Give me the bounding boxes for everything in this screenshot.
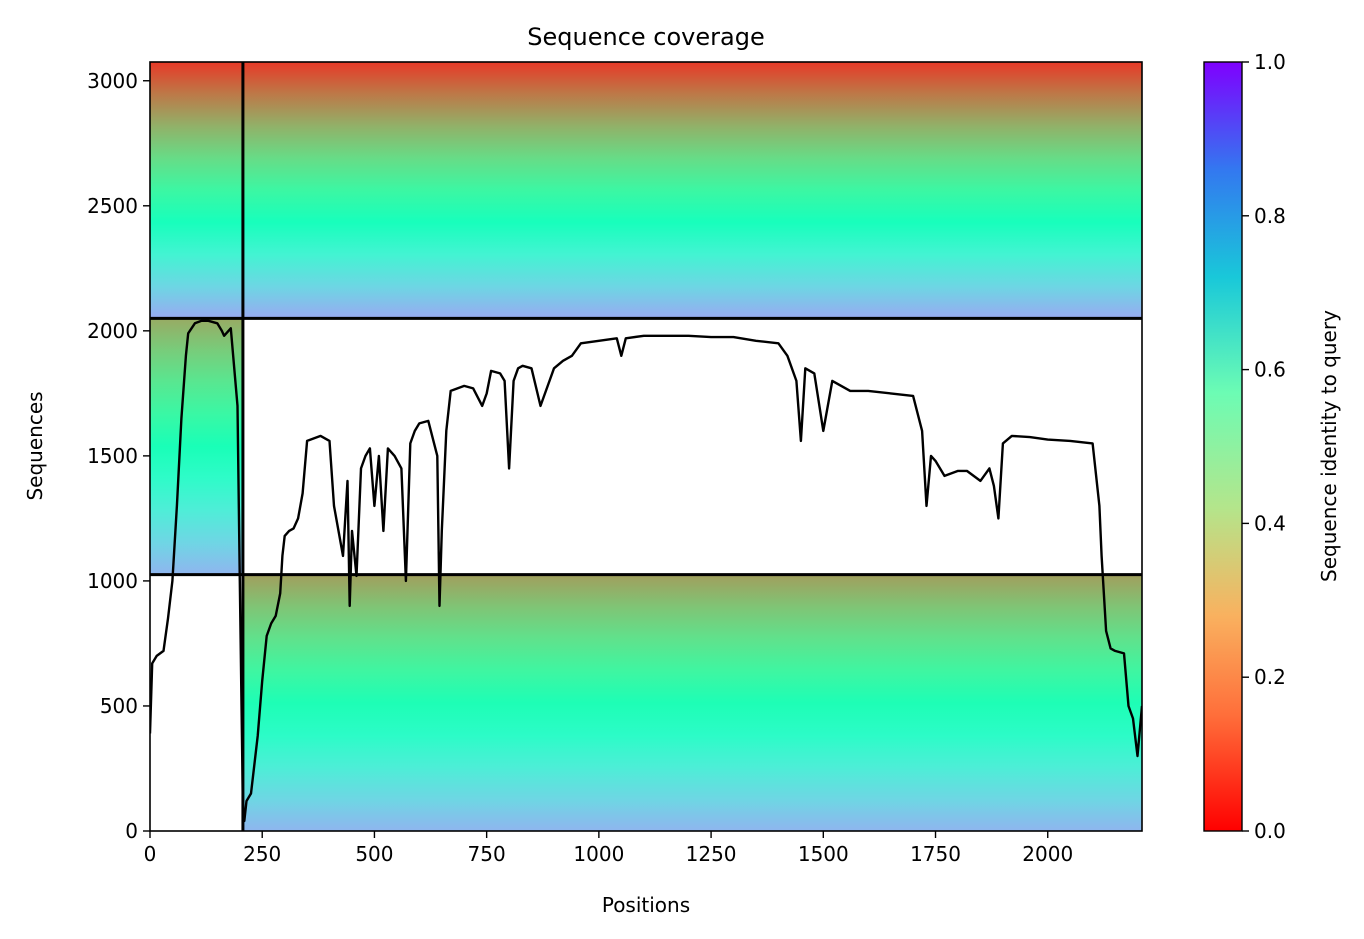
x-axis-ticks: 0 250 500 750 1000 1250 1500 1750 2000 <box>144 831 1073 866</box>
x-tick-label: 750 <box>468 842 506 866</box>
y-tick-label: 1000 <box>87 569 138 593</box>
coverage-line-layer <box>150 319 1142 823</box>
y-tick-label: 1500 <box>87 444 138 468</box>
y-tick-label: 500 <box>100 694 138 718</box>
y-tick-label: 2000 <box>87 319 138 343</box>
colorbar-tick-label: 1.0 <box>1254 50 1286 74</box>
y-tick-label: 2500 <box>87 194 138 218</box>
x-tick-label: 1250 <box>686 842 737 866</box>
separator-layer <box>150 62 1142 831</box>
chart-title: Sequence coverage <box>527 23 764 51</box>
y-axis-label: Sequences <box>23 391 47 500</box>
heatmap-block-4 <box>242 574 1142 831</box>
heatmap-layer <box>150 62 1142 831</box>
x-tick-label: 250 <box>243 842 281 866</box>
x-tick-label: 1500 <box>798 842 849 866</box>
y-tick-label: 0 <box>125 819 138 843</box>
colorbar-ticks: 0.0 0.2 0.4 0.6 0.8 1.0 <box>1242 50 1286 843</box>
colorbar-tick-label: 0.0 <box>1254 819 1286 843</box>
x-tick-label: 0 <box>144 842 157 866</box>
heatmap-block-1 <box>150 62 243 319</box>
coverage-line <box>150 319 1142 823</box>
y-tick-label: 3000 <box>87 69 138 93</box>
colorbar-label: Sequence identity to query <box>1317 310 1341 582</box>
x-tick-label: 2000 <box>1022 842 1073 866</box>
x-tick-label: 500 <box>355 842 393 866</box>
colorbar <box>1203 61 1243 832</box>
plot-frame <box>149 61 1143 832</box>
x-tick-label: 1000 <box>573 842 624 866</box>
colorbar-tick-label: 0.6 <box>1254 358 1286 382</box>
colorbar-tick-label: 0.2 <box>1254 665 1286 689</box>
colorbar-tick-label: 0.4 <box>1254 511 1286 535</box>
heatmap-block-2 <box>242 62 1142 319</box>
colorbar-tick-label: 0.8 <box>1254 204 1286 228</box>
x-axis-label: Positions <box>602 893 690 917</box>
heatmap-block-3 <box>150 318 243 575</box>
y-axis-ticks: 0 500 1000 1500 2000 2500 3000 <box>87 69 150 843</box>
x-tick-label: 1750 <box>910 842 961 866</box>
